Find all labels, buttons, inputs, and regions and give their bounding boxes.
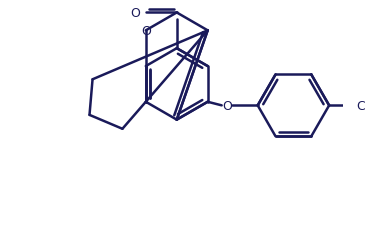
Text: O: O — [222, 99, 232, 112]
Text: Cl: Cl — [356, 99, 365, 112]
Text: O: O — [130, 7, 140, 20]
Text: O: O — [141, 25, 151, 38]
